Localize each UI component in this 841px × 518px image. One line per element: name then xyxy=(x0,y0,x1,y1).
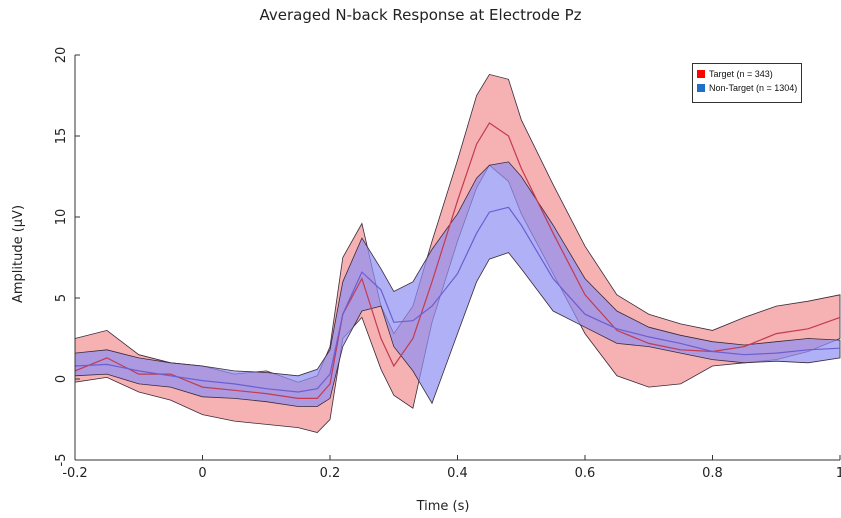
legend-item-non-target: Non-Target (n = 1304) xyxy=(697,81,801,95)
x-tick-label: 0.8 xyxy=(702,466,723,481)
legend-swatch-non-target xyxy=(697,84,705,92)
legend-item-target: Target (n = 343) xyxy=(697,67,801,81)
mean-line-non-target xyxy=(74,206,841,393)
y-tick-label: 15 xyxy=(54,128,69,145)
x-tick-label: 1 xyxy=(836,466,841,481)
chart-title: Averaged N-back Response at Electrode Pz xyxy=(259,6,582,24)
legend-swatch-target xyxy=(697,70,705,78)
mean-line-target xyxy=(74,122,841,399)
y-tick-label: 10 xyxy=(54,209,69,226)
legend: Target (n = 343) Non-Target (n = 1304) xyxy=(692,63,802,103)
x-tick-label: -0.2 xyxy=(62,466,87,481)
x-tick-label: 0.4 xyxy=(447,466,468,481)
y-axis-label: Amplitude (μV) xyxy=(11,205,26,303)
y-tick-label: 5 xyxy=(54,294,69,302)
x-tick-label: 0.2 xyxy=(320,466,341,481)
legend-label-target: Target (n = 343) xyxy=(709,69,773,79)
y-tick-label: 0 xyxy=(54,375,69,383)
x-axis-label: Time (s) xyxy=(416,499,470,514)
x-tick-label: 0 xyxy=(198,466,206,481)
y-tick-label: 20 xyxy=(54,47,69,64)
mean-lines xyxy=(74,122,841,399)
band-non-target xyxy=(74,161,841,407)
x-tick-label: 0.6 xyxy=(575,466,596,481)
y-tick-label: -5 xyxy=(54,454,69,467)
ticks: -0.2 0 0.2 0.4 0.6 0.8 1 -5 0 5 10 15 20 xyxy=(54,47,841,481)
legend-label-non-target: Non-Target (n = 1304) xyxy=(709,83,798,93)
